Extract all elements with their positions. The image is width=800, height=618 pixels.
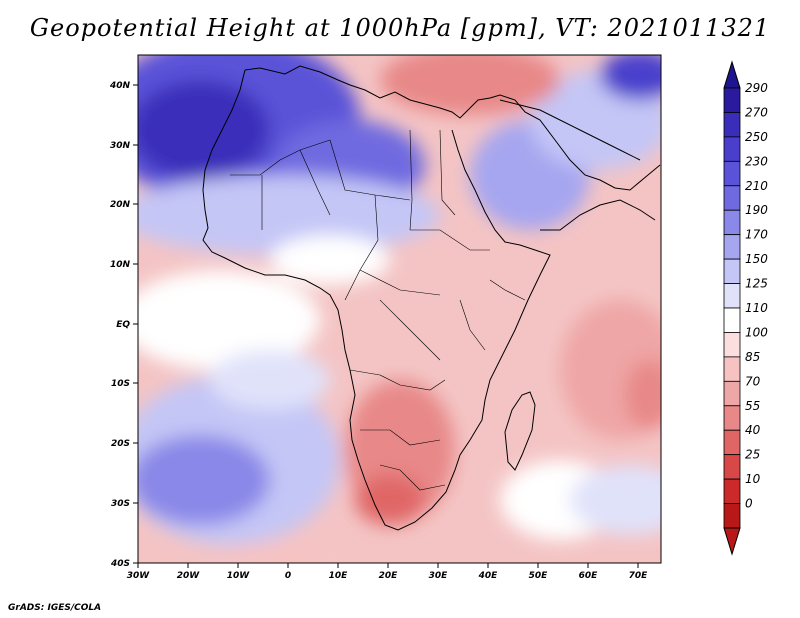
colorbar-cell bbox=[723, 160, 741, 187]
colorbar-level-label: 0 bbox=[745, 497, 753, 511]
colorbar-cell bbox=[723, 112, 741, 138]
lat-label: 10N bbox=[110, 260, 131, 270]
colorbar-level-label: 70 bbox=[745, 374, 761, 388]
colorbar-level-label: 100 bbox=[745, 325, 768, 339]
colorbar-cell bbox=[723, 136, 741, 162]
colorbar-cell bbox=[723, 283, 741, 309]
colorbar-cell bbox=[723, 405, 741, 431]
colorbar-level-label: 270 bbox=[745, 105, 768, 119]
colorbar-cell bbox=[723, 258, 741, 284]
colorbar-cell bbox=[723, 234, 741, 260]
lon-label: 0 bbox=[285, 571, 291, 581]
colorbar-cell bbox=[723, 332, 741, 358]
lon-label: 70E bbox=[629, 571, 649, 581]
colorbar-level-label: 25 bbox=[745, 448, 760, 462]
colorbar-cell bbox=[723, 356, 741, 382]
colorbar-cell bbox=[723, 307, 741, 333]
lon-label: 10E bbox=[329, 571, 349, 581]
colorbar-level-label: 210 bbox=[745, 179, 768, 193]
colorbar-cell bbox=[723, 185, 741, 211]
colorbar-level-label: 125 bbox=[745, 277, 768, 291]
lon-label: 30W bbox=[127, 571, 151, 581]
colorbar-labels: 2902702502302101901701501251101008570554… bbox=[745, 81, 768, 511]
colorbar-level-label: 40 bbox=[745, 423, 761, 437]
colorbar-level-label: 230 bbox=[745, 154, 768, 168]
colorbar-level-label: 55 bbox=[745, 399, 760, 413]
lon-label: 40E bbox=[478, 571, 499, 581]
lat-label: 30N bbox=[110, 141, 131, 151]
lon-label: 30E bbox=[429, 571, 449, 581]
colorbar-level-label: 150 bbox=[745, 252, 768, 266]
colorbar-cell bbox=[723, 87, 741, 113]
colorbar-cell bbox=[723, 209, 741, 236]
lat-label: EQ bbox=[116, 320, 130, 330]
lat-label: 40S bbox=[110, 559, 130, 569]
latitude-labels: 40N 30N 20N 10N EQ 10S 20S 30S 40S bbox=[109, 81, 131, 569]
colorbar-level-label: 10 bbox=[745, 472, 761, 486]
lat-label: 40N bbox=[109, 81, 131, 91]
chart-title: Geopotential Height at 1000hPa [gpm], VT… bbox=[29, 14, 771, 42]
colorbar-cell bbox=[723, 503, 741, 529]
colorbar-level-label: 170 bbox=[745, 228, 768, 242]
longitude-labels: 30W 20W 10W 0 10E 20E 30E 40E 50E 60E 70… bbox=[127, 571, 648, 581]
colorbar-cells bbox=[723, 87, 741, 529]
lat-label: 20S bbox=[111, 439, 130, 449]
credit-text: GrADS: IGES/COLA bbox=[8, 603, 102, 613]
colorbar-cell bbox=[723, 380, 741, 407]
height-field bbox=[138, 55, 661, 563]
colorbar-level-label: 290 bbox=[745, 81, 768, 95]
colorbar-cell bbox=[723, 478, 741, 504]
colorbar-level-label: 190 bbox=[745, 203, 768, 217]
map-frame bbox=[137, 54, 662, 564]
colorbar-level-label: 85 bbox=[745, 350, 760, 364]
colorbar: 2902702502302101901701501251101008570554… bbox=[723, 60, 768, 556]
lat-label: 20N bbox=[110, 200, 131, 210]
lon-label: 50E bbox=[529, 571, 549, 581]
country-borders bbox=[230, 129, 526, 491]
colorbar-level-label: 110 bbox=[745, 301, 768, 315]
colorbar-top-arrow bbox=[723, 60, 741, 89]
colorbar-bottom-arrow bbox=[723, 527, 741, 556]
lon-label: 20W bbox=[177, 571, 201, 581]
lon-label: 60E bbox=[579, 571, 599, 581]
lat-label: 10S bbox=[111, 379, 130, 389]
colorbar-cell bbox=[723, 454, 741, 480]
axis-ticks bbox=[133, 84, 639, 568]
lon-label: 20E bbox=[379, 571, 399, 581]
lon-label: 10W bbox=[227, 571, 251, 581]
colorbar-cell bbox=[723, 429, 741, 456]
coastlines bbox=[202, 65, 661, 531]
lat-label: 30S bbox=[111, 499, 130, 509]
colorbar-level-label: 250 bbox=[745, 130, 768, 144]
